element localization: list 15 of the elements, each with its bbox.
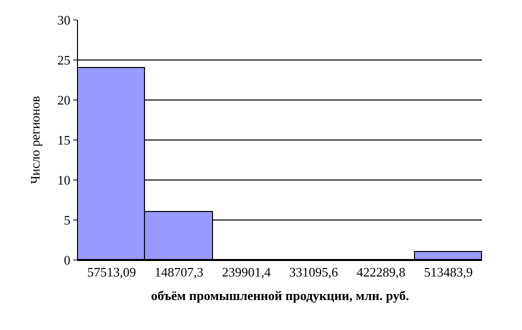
x-tick-label: 239901,4 xyxy=(222,264,272,280)
y-tick-label: 25 xyxy=(57,52,70,68)
x-tick-label: 513483,9 xyxy=(424,264,473,280)
x-tick-label: 331095,6 xyxy=(289,264,339,280)
y-tick-label: 20 xyxy=(57,92,70,108)
y-tick-label: 0 xyxy=(64,252,70,268)
y-tick-label: 10 xyxy=(57,172,70,188)
x-tick-label: 148707,3 xyxy=(154,264,204,280)
y-tick-label: 5 xyxy=(64,212,70,228)
x-tick-label: 422289,8 xyxy=(356,264,406,280)
x-axis-title: объём промышленной продукции, млн. руб. xyxy=(150,288,410,304)
y-axis-title: Число регионов xyxy=(27,96,42,184)
x-tick-label: 57513,09 xyxy=(87,264,136,280)
y-tick-label: 30 xyxy=(57,12,70,28)
y-tick-label: 15 xyxy=(57,132,70,148)
